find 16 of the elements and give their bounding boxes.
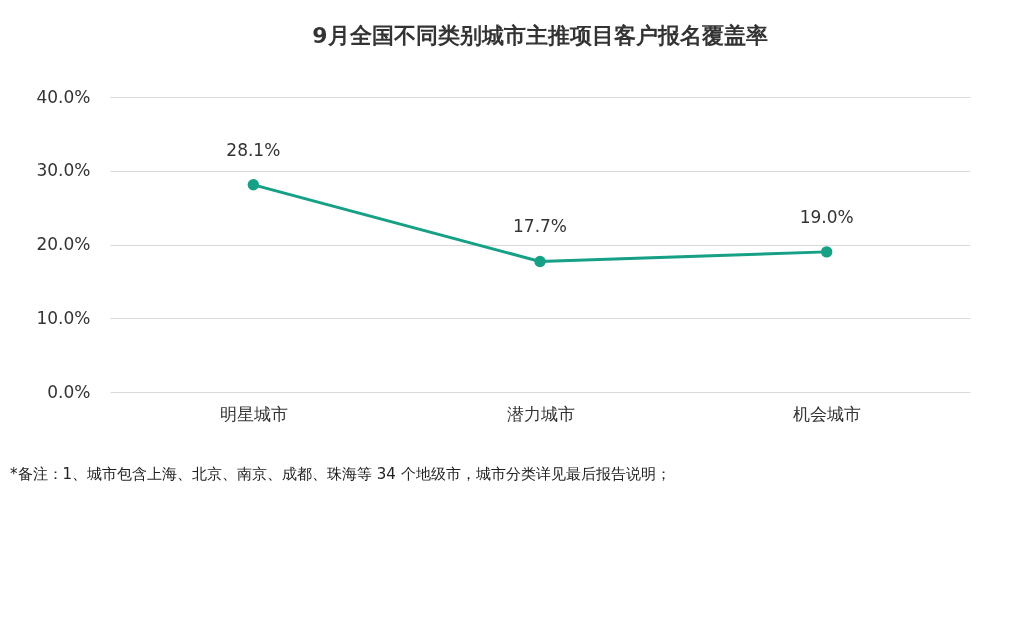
y-tick-label: 10.0% <box>36 307 91 328</box>
x-tick-label: 潜力城市 <box>506 403 575 424</box>
y-tick-label: 30.0% <box>36 160 91 181</box>
y-tick-label: 20.0% <box>36 234 91 254</box>
chart-title: 9月全国不同类别城市主推项目客户报名覆盖率 <box>312 23 768 48</box>
x-tick-label: 机会城市 <box>793 403 862 424</box>
point <box>247 179 260 191</box>
data-label: 17.7% <box>512 216 568 237</box>
point <box>820 246 833 258</box>
x-tick-label: 明星城市 <box>219 403 288 424</box>
text: *备注：1、城市包含上海、北京、南京、成都、珠海等 34 个地级市，城市分类详见最后报告说明； <box>10 465 671 483</box>
point <box>534 255 546 268</box>
data-label: 19.0% <box>799 206 854 227</box>
y-tick-label: 40.0% <box>36 86 91 107</box>
data-label: 28.1% <box>226 139 281 160</box>
y-tick-label: 0.0% <box>47 381 91 402</box>
